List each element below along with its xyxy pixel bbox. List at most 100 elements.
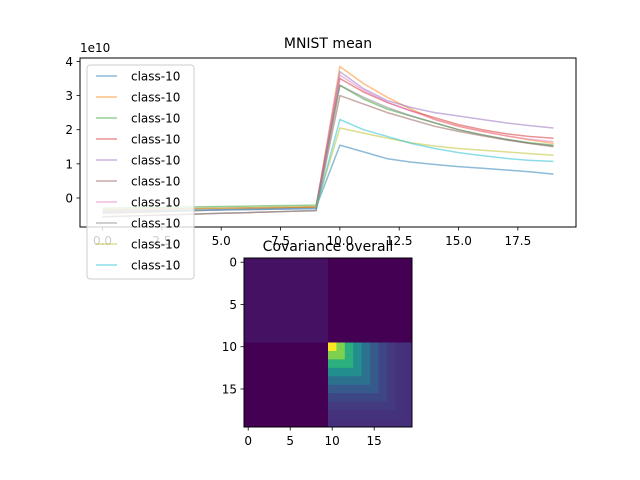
heatmap-cell [260,384,270,394]
legend-label: class-10 [131,238,180,252]
heatmap-cell [344,334,354,343]
heatmap-cell [277,384,287,394]
heatmap-cell [252,283,262,293]
heatmap-y-tick-label: 10 [222,340,237,354]
heatmap-cell [328,291,337,301]
heatmap-cell [395,258,404,267]
heatmap-x-tick-label: 10 [325,434,340,448]
heatmap-cell [395,325,404,335]
heatmap-cell [328,300,337,310]
heatmap-cell [403,384,413,394]
legend-label: class-10 [131,91,180,105]
heatmap-cell [244,291,253,301]
heatmap-cell [386,367,396,377]
heatmap-cell [260,393,270,403]
heatmap-cell [386,393,396,403]
heatmap-cell [277,342,287,352]
line-chart-offset-text: 1e10 [80,41,110,55]
heatmap-cell [286,274,295,284]
heatmap-cell [403,350,413,360]
heatmap-cell [252,418,262,428]
heatmap-cell [403,283,413,293]
heatmap-cell [378,325,388,335]
heatmap-x-ticks: 0 5 10 15 [244,427,382,448]
heatmap-cell [286,418,295,428]
heatmap-cell [353,291,362,301]
heatmap-cell [328,418,337,428]
heatmap-cell [361,308,371,318]
heatmap-chart: Covariance overall 0 5 10 15 0 5 10 15 [222,239,413,448]
heatmap-cell [403,325,413,335]
line-x-tick-label: 5.0 [212,234,231,248]
heatmap-cell [260,342,270,352]
heatmap-cell [370,334,379,343]
heatmap-x-tick-label: 0 [244,434,252,448]
heatmap-cell [395,317,404,326]
heatmap-cell [311,384,320,394]
heatmap-cell [353,350,362,360]
heatmap-cell [386,266,396,276]
heatmap-cell [353,376,362,386]
heatmap-y-tick-label: 0 [229,256,237,270]
heatmap-cell [328,410,337,419]
heatmap-cell [378,283,388,293]
heatmap-cell [353,258,362,267]
heatmap-cell [336,283,346,293]
heatmap-cell [378,410,388,419]
heatmap-cell [319,401,329,411]
heatmap-cell [269,308,278,318]
heatmap-cell [311,325,320,335]
heatmap-cell [319,359,329,369]
heatmap-cell [277,283,287,293]
heatmap-cell [311,376,320,386]
heatmap-cell [252,410,262,419]
heatmap-cell [286,266,295,276]
heatmap-cell [328,342,337,352]
heatmap-cell [269,325,278,335]
heatmap-cell [294,325,304,335]
heatmap-cell [386,258,396,267]
heatmap-cell [311,283,320,293]
heatmap-cell [344,308,354,318]
heatmap-cell [244,258,253,267]
heatmap-cell [395,401,404,411]
heatmap-cell [269,300,278,310]
heatmap-cell [344,258,354,267]
heatmap-cell [311,258,320,267]
heatmap-cell [269,283,278,293]
heatmap-cell [336,334,346,343]
heatmap-cell [386,325,396,335]
heatmap-cell [395,342,404,352]
heatmap-cell [260,274,270,284]
heatmap-cell [395,334,404,343]
heatmap-cell [403,258,413,267]
heatmap-cell [302,418,312,428]
heatmap-cell [286,308,295,318]
heatmap-cell [328,266,337,276]
heatmap-cell [311,410,320,419]
heatmap-cell [244,367,253,377]
heatmap-cell [353,300,362,310]
heatmap-cell [336,258,346,267]
heatmap-cell [302,308,312,318]
heatmap-cell [361,376,371,386]
line-x-tick-label: 15.0 [445,234,472,248]
heatmap-y-tick-label: 5 [229,298,237,312]
heatmap-cell [370,283,379,293]
heatmap-cell [336,376,346,386]
heatmap-cell [277,401,287,411]
heatmap-cell [269,393,278,403]
heatmap-cell [386,384,396,394]
heatmap-cell [344,266,354,276]
heatmap-cell [328,393,337,403]
heatmap-cell [361,334,371,343]
heatmap-cell [403,376,413,386]
heatmap-cell [403,266,413,276]
heatmap-cell [328,401,337,411]
heatmap-cell [353,283,362,293]
heatmap-cell [277,308,287,318]
heatmap-cell [344,376,354,386]
heatmap-cell [353,384,362,394]
heatmap-cell [403,367,413,377]
